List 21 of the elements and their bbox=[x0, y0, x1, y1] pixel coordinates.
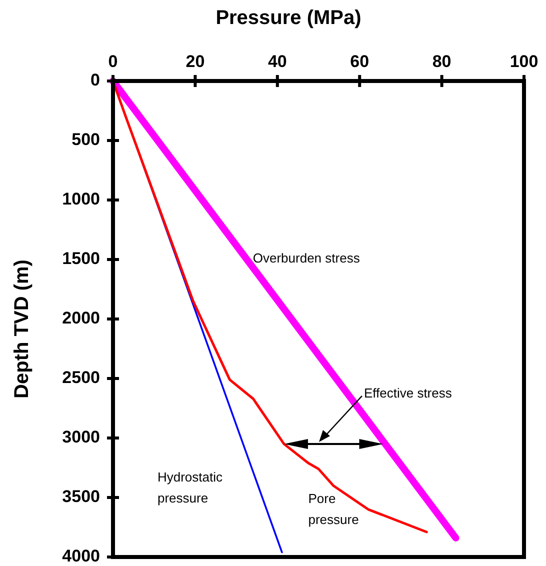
y-tick-label: 3500 bbox=[62, 486, 100, 506]
y-tick-label: 500 bbox=[72, 130, 100, 149]
series-label: Pore pressure bbox=[308, 491, 359, 528]
y-tick-label: 4000 bbox=[62, 546, 100, 566]
x-tick-label: 80 bbox=[432, 52, 452, 71]
y-tick-label: 1000 bbox=[62, 189, 100, 208]
y-tick-label: 3000 bbox=[62, 427, 100, 446]
x-tick-label: 40 bbox=[268, 52, 287, 71]
x-tick-label: 100 bbox=[510, 52, 538, 71]
x-tick-label: 20 bbox=[186, 52, 205, 71]
x-tick-label: 0 bbox=[108, 52, 118, 71]
y-tick-label: 2500 bbox=[62, 368, 100, 387]
x-tick-label: 60 bbox=[350, 52, 370, 71]
y-axis-title: Depth TVD (m) bbox=[11, 260, 33, 398]
y-tick-label: 2000 bbox=[62, 308, 100, 328]
series-label: Overburden stress bbox=[252, 250, 360, 266]
annotation: Effective stress bbox=[364, 385, 452, 400]
x-axis-title: Pressure (MPa) bbox=[216, 7, 362, 29]
y-tick-label: 0 bbox=[90, 70, 100, 90]
y-tick-label: 1500 bbox=[62, 248, 100, 268]
text: Hydrostatic pressure bbox=[157, 470, 223, 506]
